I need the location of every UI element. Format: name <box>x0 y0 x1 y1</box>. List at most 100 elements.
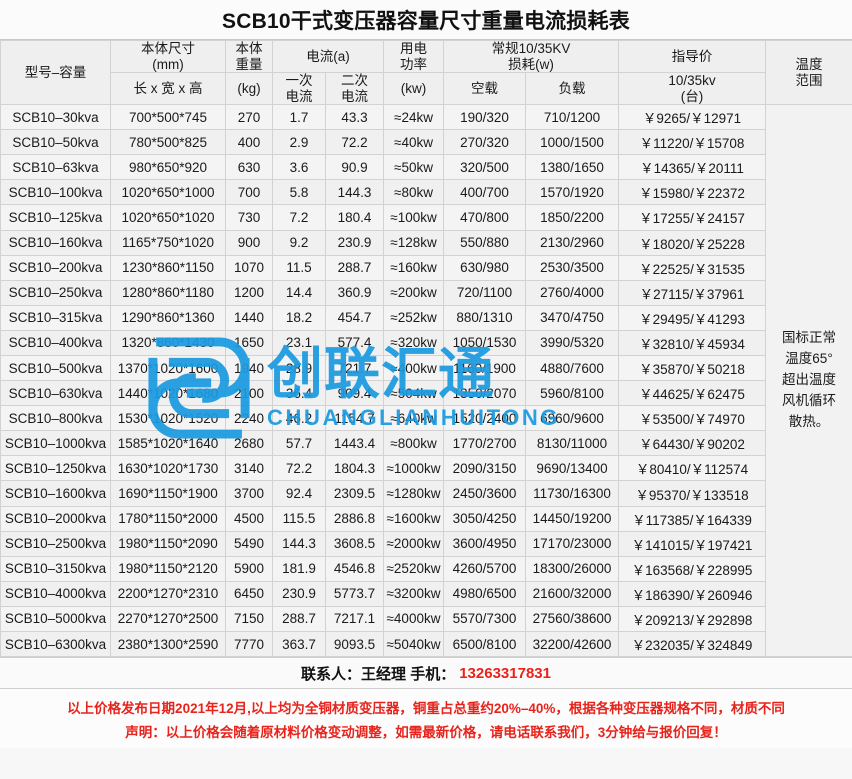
noload-loss-cell: 6500/8100 <box>443 631 526 658</box>
primary-current-cell: 2.9 <box>272 129 326 156</box>
noload-loss-cell: 1050/1530 <box>443 329 526 357</box>
col-header-temp-l1: 温度 <box>795 57 823 73</box>
model-cell: SCB10–125kva <box>0 204 111 231</box>
power-cell: ≈1600kw <box>383 505 444 532</box>
primary-current-cell: 288.7 <box>272 605 326 633</box>
price-cell: ￥95370/￥133518 <box>618 480 767 507</box>
size-cell: 1530*1020*1520 <box>110 405 226 432</box>
weight-cell: 6450 <box>225 580 273 607</box>
noload-loss-cell: 1520/2400 <box>443 405 526 432</box>
power-cell: ≈1000kw <box>383 455 444 482</box>
title-bar: SCB10干式变压器容量尺寸重量电流损耗表 <box>0 0 852 40</box>
primary-current-cell: 9.2 <box>272 229 326 256</box>
price-cell: ￥232035/￥324849 <box>618 631 767 658</box>
secondary-current-cell: 288.7 <box>325 254 384 281</box>
model-cell: SCB10–160kva <box>0 229 111 256</box>
noload-loss-cell: 630/980 <box>443 254 526 281</box>
noload-loss-cell: 3050/4250 <box>443 505 526 532</box>
noload-loss-cell: 550/880 <box>443 229 526 256</box>
table-row: SCB10–630kva 1440*1020*1680 2100 36.4 909.4 ≈… <box>0 380 852 407</box>
contact-label: 联系人：王经理 手机： <box>301 665 456 683</box>
size-cell: 1440*1020*1680 <box>110 380 226 407</box>
size-cell: 2380*1300*2590 <box>110 631 226 658</box>
size-cell: 700*500*745 <box>110 104 226 131</box>
temperature-line: 超出温度 <box>782 372 837 388</box>
table-row: SCB10–315kva 1290*860*1360 1440 18.2 454.7 ≈2… <box>0 304 852 331</box>
model-cell: SCB10–1000kva <box>0 430 111 457</box>
model-cell: SCB10–50kva <box>0 129 111 156</box>
col-subheader-noload: 空载 <box>443 72 526 106</box>
primary-current-l2: 电流 <box>285 88 313 104</box>
size-cell: 1320*860*1430 <box>110 329 226 357</box>
load-loss-cell: 2130/2960 <box>524 229 620 256</box>
size-cell: 1280*860*1180 <box>110 279 226 306</box>
secondary-current-cell: 5773.7 <box>325 580 384 607</box>
contact-bar: 联系人：王经理 手机： 13263317831 <box>0 657 852 690</box>
power-cell: ≈40kw <box>383 129 444 156</box>
model-cell: SCB10–30kva <box>0 104 111 131</box>
power-cell: ≈5040kw <box>383 631 444 658</box>
weight-cell: 730 <box>225 204 273 231</box>
col-header-power-l2: 功率 <box>400 56 427 72</box>
noload-loss-cell: 4980/6500 <box>443 580 526 607</box>
model-cell: SCB10–63kva <box>0 154 111 181</box>
secondary-current-l1: 二次 <box>341 73 368 89</box>
secondary-current-cell: 1154.7 <box>325 405 384 432</box>
noload-loss-cell: 270/320 <box>443 129 526 156</box>
col-header-size-unit: (mm) <box>152 56 184 72</box>
power-cell: ≈128kw <box>383 229 444 256</box>
primary-current-cell: 36.4 <box>272 380 326 407</box>
model-cell: SCB10–3150kva <box>0 555 111 582</box>
table-row: SCB10–2000kva 1780*1150*2000 4500 115.5 2886… <box>0 505 852 532</box>
price-cell: ￥163568/￥228995 <box>618 555 767 582</box>
secondary-current-l2: 电流 <box>341 88 368 104</box>
model-cell: SCB10–800kva <box>0 405 111 432</box>
col-header-loss: 常规10/35KV 损耗(w) <box>442 39 620 74</box>
secondary-current-cell: 577.4 <box>325 329 384 357</box>
price-cell: ￥29495/￥41293 <box>618 304 767 331</box>
load-loss-cell: 32200/42600 <box>524 631 620 658</box>
price-cell: ￥80410/￥112574 <box>618 455 767 482</box>
size-cell: 1165*750*1020 <box>110 229 226 256</box>
col-subheader-power-unit: (kw) <box>383 72 444 106</box>
table-row: SCB10–30kva 700*500*745 270 1.7 43.3 ≈24kw 190… <box>0 104 852 658</box>
weight-cell: 1940 <box>225 354 273 382</box>
price-cell: ￥18020/￥25228 <box>618 229 767 256</box>
table-row: SCB10–4000kva 2200*1270*2310 6450 230.9 5773… <box>0 580 852 607</box>
power-cell: ≈100kw <box>383 204 444 231</box>
price-cell: ￥64430/￥90202 <box>618 430 767 457</box>
load-loss-cell: 710/1200 <box>524 104 620 131</box>
header-row-2: 长 x 宽 x 高 (kg) 一次 电流 二次 电流 (kw) 空载 负载 10… <box>1 72 852 106</box>
col-subheader-weight-unit: (kg) <box>225 72 273 106</box>
size-cell: 2200*1270*2310 <box>110 580 226 607</box>
price-cell: ￥44625/￥62475 <box>618 380 767 407</box>
load-loss-cell: 2760/4000 <box>524 279 620 306</box>
power-cell: ≈504kw <box>383 380 444 407</box>
primary-current-cell: 3.6 <box>272 154 326 181</box>
size-cell: 1690*1150*1900 <box>110 480 226 507</box>
col-subheader-secondary-current: 二次 电流 <box>325 72 384 106</box>
model-cell: SCB10–100kva <box>0 179 111 206</box>
price-cell: ￥11220/￥15708 <box>618 129 767 156</box>
noload-loss-cell: 3600/4950 <box>443 530 526 557</box>
load-loss-cell: 14450/19200 <box>524 505 620 532</box>
size-cell: 1980*1150*2090 <box>110 530 226 557</box>
temperature-line: 温度65° <box>785 351 833 367</box>
weight-cell: 400 <box>225 129 273 156</box>
model-cell: SCB10–5000kva <box>0 605 111 633</box>
noload-loss-cell: 190/320 <box>443 104 526 131</box>
noload-loss-cell: 720/1100 <box>443 279 526 306</box>
secondary-current-cell: 360.9 <box>325 279 384 306</box>
model-cell: SCB10–200kva <box>0 254 111 281</box>
primary-current-cell: 115.5 <box>272 505 326 532</box>
load-loss-cell: 8130/11000 <box>524 430 620 457</box>
primary-current-cell: 57.7 <box>272 430 326 457</box>
primary-current-cell: 72.2 <box>272 455 326 482</box>
load-loss-cell: 3990/5320 <box>524 329 620 357</box>
table-row: SCB10–500kva 1370*1020*1600 1940 28.9 721.7 ≈… <box>0 354 852 382</box>
model-cell: SCB10–1250kva <box>0 455 111 482</box>
load-loss-cell: 2530/3500 <box>524 254 620 281</box>
contact-phone[interactable]: 13263317831 <box>459 664 551 682</box>
model-cell: SCB10–4000kva <box>0 580 111 607</box>
power-cell: ≈80kw <box>383 179 444 206</box>
